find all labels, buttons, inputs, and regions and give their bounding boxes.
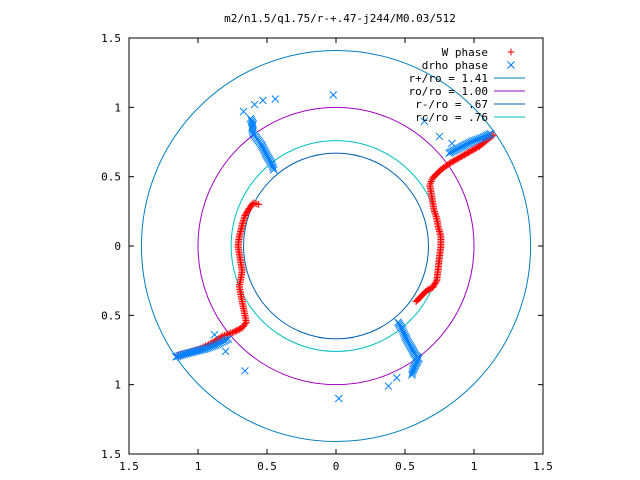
drho-phase-point: [194, 346, 203, 355]
legend-label: W phase: [442, 46, 488, 59]
x-tick-label: 0.5: [257, 460, 277, 473]
drho-phase-point: [384, 382, 393, 390]
drho-phase-point: [221, 347, 230, 356]
drho-phase-point: [196, 346, 204, 355]
drho-phase-point: [197, 345, 206, 354]
w-phase-point: [231, 327, 239, 335]
w-phase-point: [488, 132, 496, 140]
drho-phase-point: [392, 373, 401, 382]
drho-phase-point: [189, 347, 198, 356]
drho-phase-point: [420, 117, 429, 126]
drho-phase-point: [270, 165, 278, 174]
drho-phase-point: [259, 96, 267, 105]
y-tick-label: 1.5: [101, 32, 121, 45]
w-phase-point: [225, 330, 233, 338]
x-tick-label: 1.5: [119, 460, 139, 473]
w-phase-point: [507, 48, 515, 56]
w-phase-point: [432, 213, 440, 221]
w-phase-point: [227, 329, 235, 337]
drho-phase-point: [183, 349, 192, 358]
drho-phase-point: [200, 345, 209, 353]
w-phase-point: [230, 328, 238, 336]
drho-phase-point: [241, 366, 249, 375]
drho-phase-point: [191, 347, 200, 356]
w-phase-point: [433, 214, 441, 222]
drho-phase-point: [271, 95, 280, 103]
w-phase-point: [224, 330, 232, 338]
chart-title: m2/n1.5/q1.75/r-+.47-j244/M0.03/512: [224, 12, 456, 25]
w-phase-point: [432, 278, 440, 286]
drho-phase-point: [173, 352, 182, 361]
y-tick-label: 0: [114, 240, 121, 253]
legend-label: rc/ro = .76: [415, 111, 488, 124]
drho-phase-point: [486, 129, 495, 138]
circle-r-plus: [140, 49, 532, 443]
y-tick-label: 1: [114, 101, 121, 114]
drho-phase-point: [448, 139, 456, 148]
drho-phase-point: [192, 347, 201, 355]
drho-phase-point: [210, 330, 219, 339]
y-tick-label: 1.5: [101, 448, 121, 461]
legend-label: r-/ro = .67: [415, 98, 488, 111]
y-tick-label: 0.5: [101, 309, 121, 322]
y-tick-label: 1: [114, 379, 121, 392]
drho-phase-point: [186, 348, 195, 357]
drho-phase-point: [507, 61, 515, 69]
drho-phase-point: [185, 349, 193, 357]
drho-phase-series: [172, 90, 495, 403]
axis-ticks: 1.5 1 0.5 0 0.5 1 1.51.510.500.511.5: [101, 32, 553, 473]
circle-r-minus: [243, 152, 429, 340]
legend-label: r+/ro = 1.41: [409, 72, 488, 85]
drho-phase-point: [408, 371, 416, 379]
x-tick-label: 1: [195, 460, 202, 473]
legend-label: ro/ro = 1.00: [409, 85, 488, 98]
drho-phase-point: [269, 164, 278, 172]
w-phase-point: [427, 179, 435, 187]
drho-phase-point: [188, 348, 196, 357]
drho-phase-point: [199, 345, 207, 354]
w-phase-point: [432, 211, 440, 219]
x-tick-label: 0.5: [395, 460, 415, 473]
w-phase-point: [427, 178, 435, 186]
x-tick-label: 1: [471, 460, 478, 473]
drho-phase-point: [250, 100, 259, 109]
plot-area: 1.5 1 0.5 0 0.5 1 1.51.510.500.511.5: [101, 32, 553, 473]
reference-circles: [140, 49, 532, 443]
drho-phase-point: [239, 107, 248, 116]
w-phase-point: [228, 329, 236, 337]
w-phase-point: [426, 181, 434, 189]
circle-r-c: [230, 140, 442, 352]
drho-phase-point: [334, 394, 343, 403]
y-tick-label: 0.5: [101, 171, 121, 184]
drho-phase-point: [172, 353, 180, 361]
data-series: [172, 90, 497, 403]
drho-phase-point: [202, 344, 211, 353]
circle-r-o: [197, 106, 475, 386]
drho-phase-point: [408, 369, 417, 377]
w-phase-point: [242, 210, 250, 218]
w-phase-point: [431, 209, 439, 217]
drho-phase-point: [435, 132, 444, 141]
w-phase-point: [489, 131, 497, 139]
drho-phase-point: [329, 90, 338, 99]
w-phase-point: [431, 208, 439, 216]
x-tick-label: 1.5: [533, 460, 553, 473]
x-tick-label: 0: [333, 460, 340, 473]
legend-label: drho phase: [422, 59, 488, 72]
w-phase-point: [222, 331, 230, 339]
